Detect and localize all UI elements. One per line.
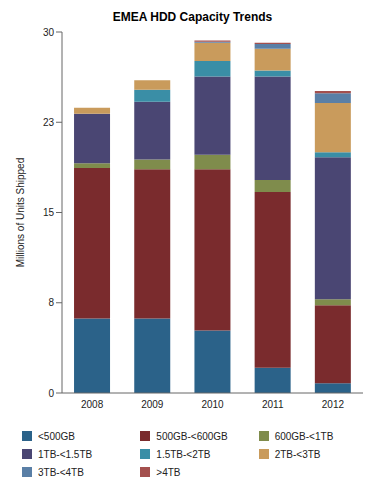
html-text:EMEA HDD Capacity Trends: EMEA HDD Capacity Trends	[112, 10, 273, 24]
html-text:3TB-<4TB: 3TB-<4TB	[38, 466, 84, 478]
html-text:>4TB: >4TB	[156, 466, 181, 478]
svg-text:2008: 2008	[81, 399, 104, 410]
svg-text:8: 8	[48, 297, 54, 308]
html-text:500GB-<600GB: 500GB-<600GB	[156, 430, 228, 442]
svg-text:15: 15	[43, 207, 55, 218]
svg-text:2012: 2012	[322, 399, 345, 410]
svg-text:30: 30	[43, 27, 55, 38]
svg-text:2009: 2009	[141, 399, 164, 410]
html-text:1TB-<1.5TB: 1TB-<1.5TB	[38, 448, 93, 460]
svg-text:0: 0	[48, 388, 54, 399]
svg-text:2010: 2010	[201, 399, 224, 410]
html-text:600GB-<1TB: 600GB-<1TB	[274, 430, 334, 442]
svg-text:Millions of Units Shipped: Millions of Units Shipped	[15, 158, 26, 268]
html-text:<500GB: <500GB	[38, 430, 75, 442]
html-text:2TB-<3TB: 2TB-<3TB	[274, 448, 321, 460]
html-text:1.5TB-<2TB: 1.5TB-<2TB	[156, 448, 211, 460]
svg-text:23: 23	[43, 117, 55, 128]
svg-text:2011: 2011	[262, 399, 284, 410]
